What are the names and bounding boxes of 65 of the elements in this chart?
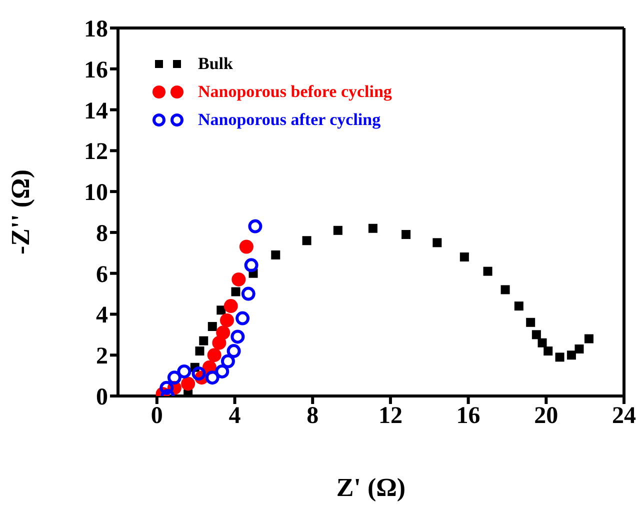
point [271,250,280,260]
point [566,350,576,360]
point [208,322,217,331]
point [226,344,241,358]
point [500,285,510,294]
point [216,306,226,315]
y-axis-title: -Z'' (Ω) [6,169,36,255]
x-tick-label: 4 [228,403,241,430]
point [302,236,312,246]
point [215,364,230,378]
x-axis-title: Z' (Ω) [336,473,406,502]
point [460,252,469,262]
point [181,376,196,391]
point [230,330,245,344]
point [532,330,541,340]
legend-label: Nanoporous before cycling [198,82,392,102]
point [333,226,342,235]
point [574,344,584,354]
point [248,219,262,234]
point [432,238,442,248]
point [216,326,230,340]
x-tick-label: 12 [378,403,402,430]
point [220,313,234,328]
point [195,346,204,356]
point [199,336,208,346]
point [402,230,411,239]
point [514,302,524,311]
y-tick-label: 16 [84,57,108,84]
x-tick-label: 8 [306,403,319,430]
point [224,299,238,314]
y-tick-label: 2 [96,344,108,370]
point [177,364,192,378]
y-tick-label: 4 [96,302,108,329]
point [368,224,378,233]
point [555,352,564,362]
x-tick-label: 20 [534,403,558,430]
point [231,287,240,296]
point [483,266,492,276]
point [538,338,547,348]
point [236,311,250,326]
y-tick-label: 10 [84,180,108,206]
legend-label: Nanoporous after cycling [198,110,381,130]
point [160,380,174,395]
point [244,258,258,272]
point [584,334,594,344]
point [239,240,254,254]
point [192,366,206,381]
y-tick-label: 12 [84,139,108,166]
x-tick-label: 0 [150,403,163,430]
y-tick-label: 0 [96,384,108,411]
y-tick-label: 18 [84,16,108,43]
point [205,370,220,385]
y-tick-label: 8 [96,220,108,247]
point [241,286,256,301]
x-tick-label: 16 [456,403,480,430]
point [207,348,222,362]
point [544,346,553,356]
y-tick-label: 6 [96,262,108,288]
point [526,318,536,327]
x-tick-label: 24 [612,403,636,430]
point [220,354,235,368]
point [167,370,182,385]
y-tick-label: 14 [84,98,108,124]
point [232,272,246,286]
legend-label: Bulk [198,54,233,74]
